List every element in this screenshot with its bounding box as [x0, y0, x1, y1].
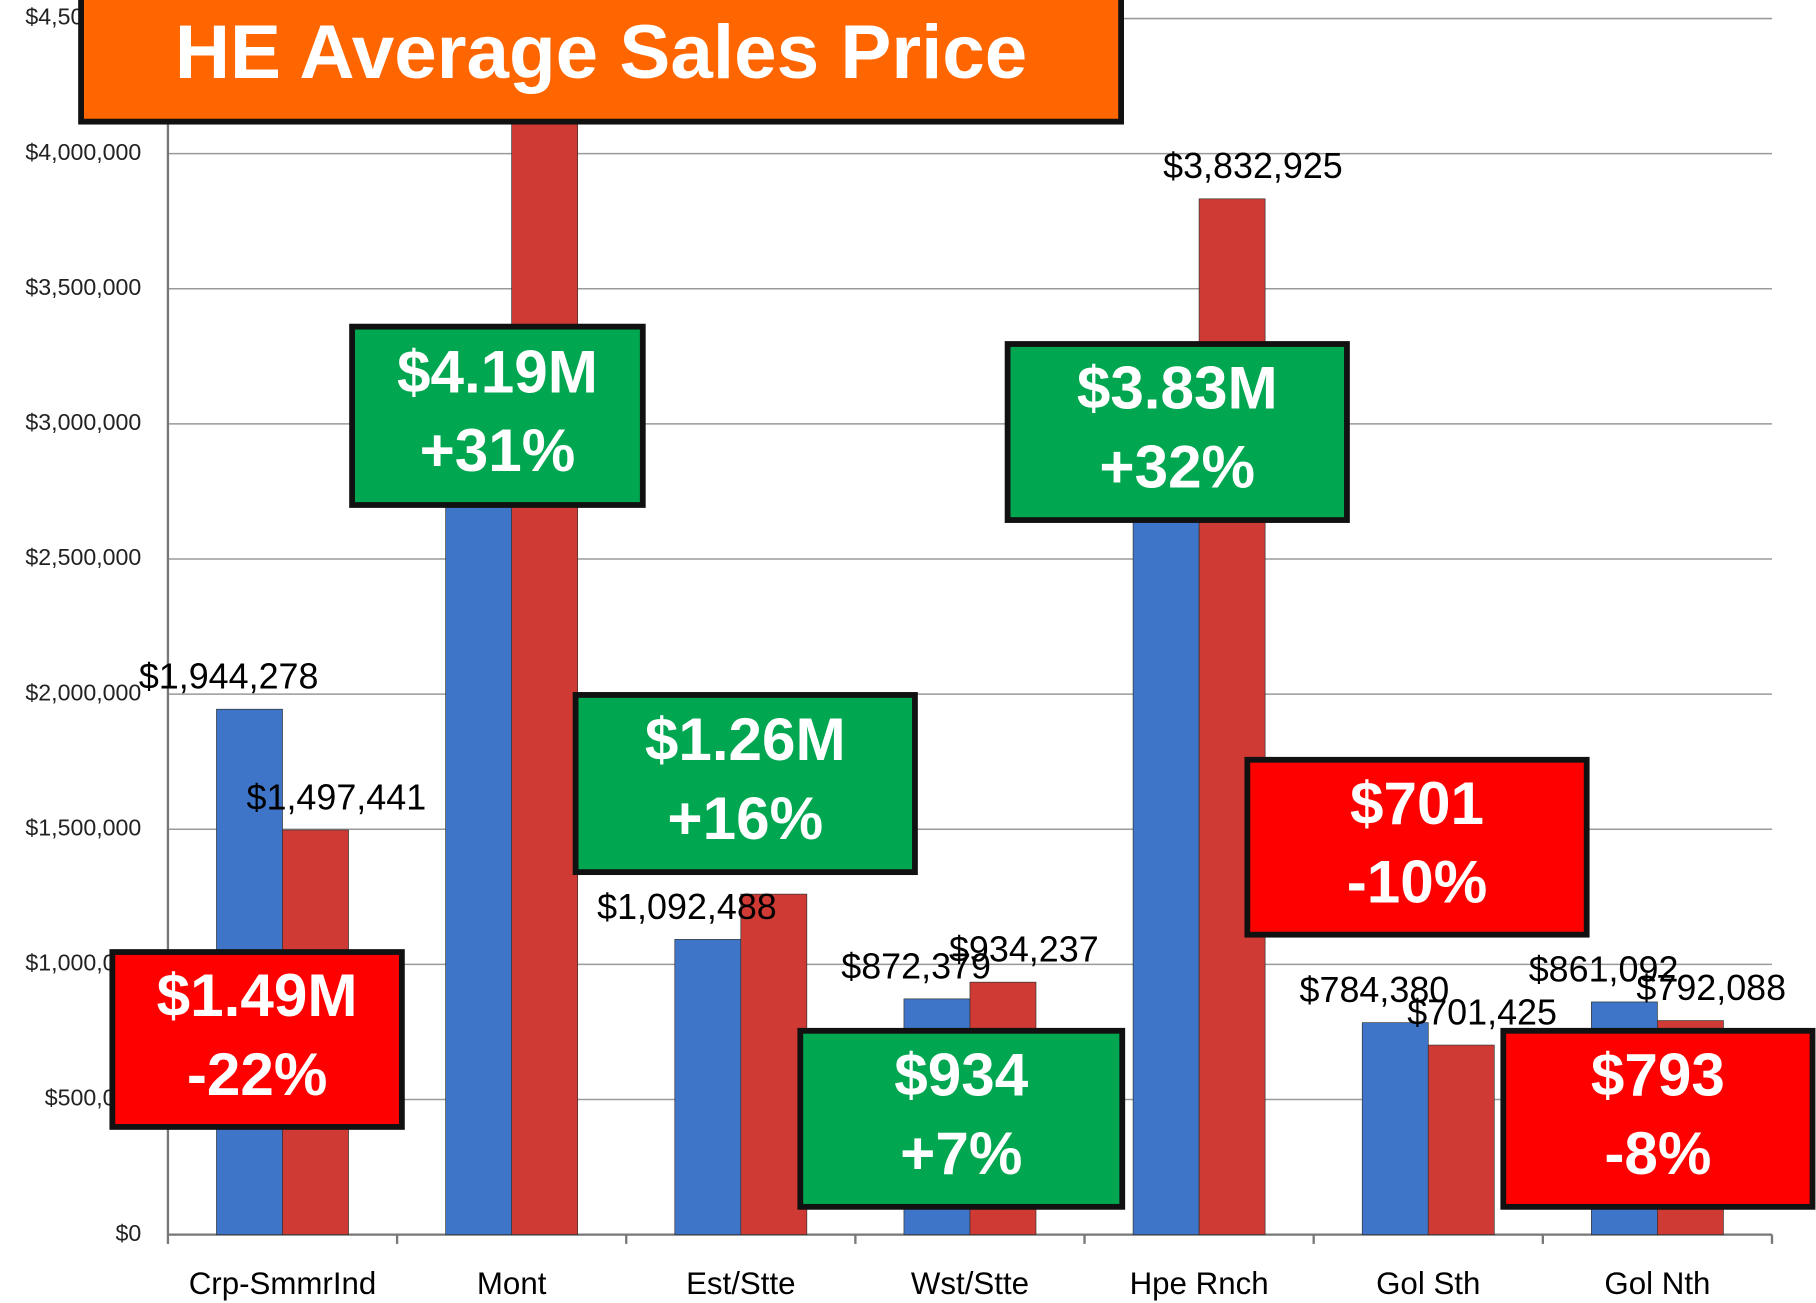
callout-text: $4.19M	[397, 337, 598, 405]
x-tick-label: Wst/Stte	[911, 1266, 1029, 1301]
bar	[674, 939, 742, 1235]
callout-text: $1.49M	[157, 961, 358, 1029]
callout-text: $1.26M	[645, 705, 846, 773]
y-tick-label: $3,500,000	[25, 274, 141, 300]
callout-box	[797, 1027, 1126, 1210]
x-tick-label: Mont	[477, 1266, 547, 1301]
data-label: $934,237	[949, 930, 1099, 970]
data-label: $792,088	[1636, 968, 1786, 1008]
callout-text: -22%	[187, 1040, 328, 1108]
callout-box	[349, 323, 646, 508]
data-label: $3,832,925	[1163, 146, 1343, 186]
callout-box	[1500, 1027, 1816, 1210]
x-tick-label: Gol Sth	[1376, 1266, 1480, 1301]
y-tick-label: $0	[116, 1220, 142, 1246]
bar	[1361, 1022, 1429, 1235]
callout-text: $701	[1350, 769, 1484, 837]
callout-text: $3.83M	[1077, 354, 1278, 422]
bar	[740, 893, 808, 1235]
callout-text: +31%	[420, 416, 576, 484]
y-tick-label: $4,000,000	[25, 139, 141, 165]
data-label: $872,379	[841, 946, 991, 986]
callout-text: +16%	[667, 784, 823, 852]
title-box	[78, 0, 1124, 125]
bar	[1427, 1044, 1495, 1235]
callout-text: -10%	[1347, 848, 1488, 916]
y-tick-label: $2,000,000	[25, 679, 141, 705]
callout-box	[1244, 756, 1590, 938]
data-label: $1,092,488	[597, 887, 777, 927]
data-label: $861,092	[1529, 949, 1679, 989]
y-tick-label: $2,500,000	[25, 544, 141, 570]
x-tick-label: Est/Stte	[686, 1266, 795, 1301]
bar	[1132, 450, 1200, 1235]
x-tick-label: Gol Nth	[1604, 1266, 1710, 1301]
bar	[511, 101, 579, 1235]
bar	[445, 369, 513, 1235]
callout-text: $934	[894, 1040, 1028, 1108]
callout-box	[1004, 341, 1350, 523]
data-label: $1,497,441	[247, 777, 427, 817]
callout-text: $793	[1591, 1040, 1725, 1108]
data-label: $784,380	[1300, 970, 1450, 1010]
callout-text: +7%	[900, 1119, 1022, 1187]
callout-box	[572, 692, 918, 876]
callout-text: -8%	[1604, 1119, 1711, 1187]
chart-title: HE Average Sales Price	[175, 10, 1027, 95]
y-tick-label: $3,000,000	[25, 409, 141, 435]
x-tick-label: Crp-SmmrInd	[189, 1266, 377, 1301]
data-label: $1,944,278	[139, 657, 319, 697]
callout-text: +32%	[1099, 432, 1255, 500]
x-tick-label: Hpe Rnch	[1130, 1266, 1269, 1301]
data-label: $701,425	[1407, 992, 1557, 1032]
y-tick-label: $1,500,000	[25, 814, 141, 840]
callout-box	[109, 949, 405, 1130]
